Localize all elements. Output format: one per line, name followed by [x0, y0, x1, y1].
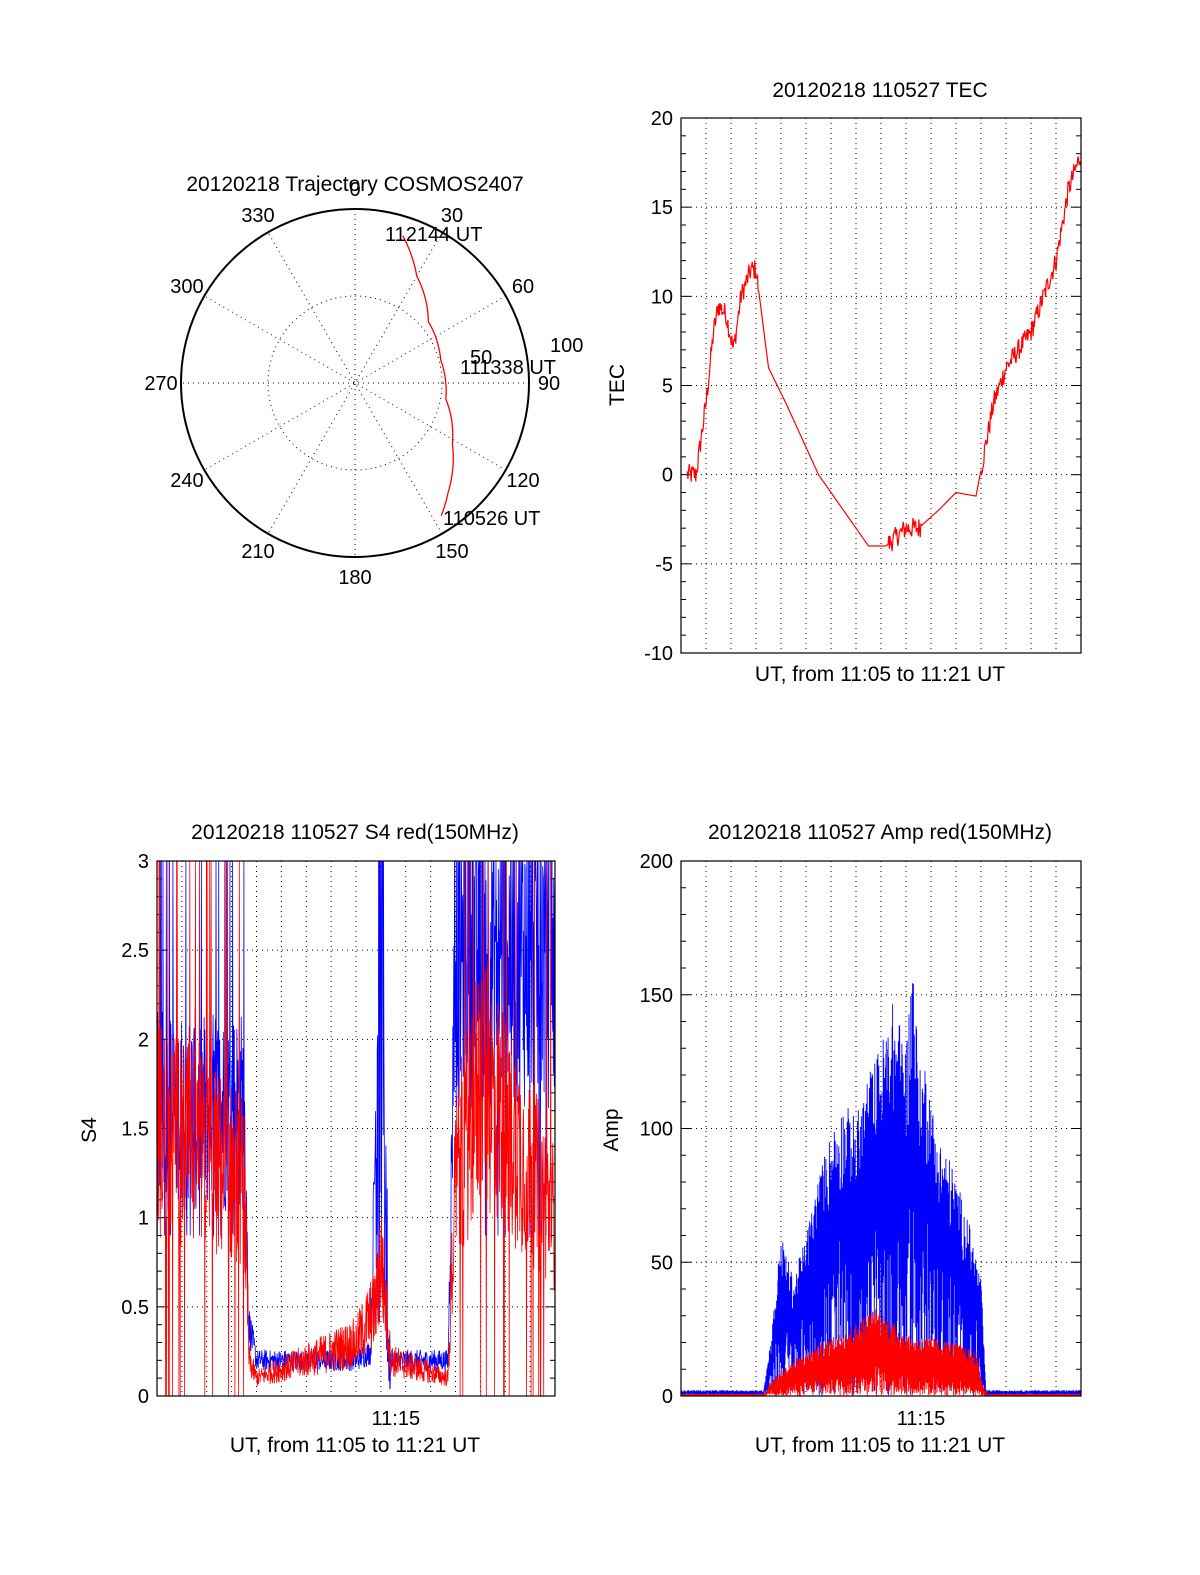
polar-azimuth-labels: 0 30 60 90 120 150 180 210 240 270 300 330 [144, 179, 560, 589]
azimuth-label-270: 270 [144, 373, 177, 395]
ytick-label: 10 [651, 286, 673, 308]
tec-frame [680, 117, 1082, 654]
azimuth-label-90: 90 [538, 373, 560, 395]
ytick-label: 0 [662, 1386, 673, 1408]
ytick-label: 0.5 [121, 1297, 149, 1319]
azimuth-label-330: 330 [241, 205, 274, 227]
ytick-label: 200 [640, 851, 673, 873]
ytick-label: 3 [138, 851, 149, 873]
trajectory-polar-plot: 20120218 Trajectory COSMOS2407 0 30 60 90 12… [144, 173, 583, 589]
s4-ylabel: S4 [78, 1117, 101, 1143]
series-line [680, 1309, 1082, 1396]
amp-xtick-1115: 11:15 [897, 1408, 946, 1430]
ytick-label: 20 [651, 108, 673, 130]
azimuth-label-150: 150 [435, 541, 468, 563]
azimuth-label-120: 120 [506, 470, 539, 492]
amp-series-red [680, 1309, 1082, 1396]
amp-y-ticks: 200 150 100 50 0 [640, 851, 673, 1408]
satellite-track [402, 235, 454, 517]
s4-title: 20120218 110527 S4 red(150MHz) [191, 821, 519, 844]
ytick-label: 5 [662, 376, 673, 398]
s4-y-ticks: 3 2.5 2 1.5 1 0.5 0 [121, 851, 149, 1408]
azimuth-label-0: 0 [349, 179, 360, 201]
polar-inner-ring [267, 295, 443, 471]
amp-panel: 20120218 110527 Amp red(150MHz) 200 150 10… [600, 821, 1082, 1457]
ytick-label: 2 [138, 1029, 149, 1051]
ytick-label: 1.5 [121, 1119, 149, 1141]
ytick-label: 15 [651, 197, 673, 219]
tec-grid [681, 117, 1081, 654]
s4-xlabel: UT, from 11:05 to 11:21 UT [230, 1434, 480, 1457]
polar-spoke [267, 232, 443, 534]
azimuth-label-30: 30 [441, 205, 463, 227]
trajectory-title: 20120218 Trajectory COSMOS2407 [186, 173, 523, 196]
s4-xtick-1115: 11:15 [372, 1408, 421, 1430]
ytick-label: -10 [644, 643, 673, 665]
tec-xlabel: UT, from 11:05 to 11:21 UT [755, 663, 1005, 686]
tec-panel: 20120218 110527 TEC 20 15 10 5 0 -5 -10 TEC UT… [606, 79, 1082, 686]
radius-label-100: 100 [550, 335, 583, 357]
amp-frame [680, 860, 1082, 1397]
amp-title: 20120218 110527 Amp red(150MHz) [708, 821, 1052, 844]
tec-ylabel: TEC [606, 364, 629, 406]
ytick-label: 0 [662, 465, 673, 487]
ytick-label: 150 [640, 985, 673, 1007]
ytick-label: 100 [640, 1119, 673, 1141]
s4-panel: 20120218 110527 S4 red(150MHz) 3 2.5 2 1.5 1… [78, 821, 556, 1457]
azimuth-label-180: 180 [338, 567, 371, 589]
azimuth-label-240: 240 [170, 470, 203, 492]
track-label-end: 112144 UT [385, 224, 482, 246]
ytick-label: 50 [651, 1252, 673, 1274]
track-label-mid: 111338 UT [460, 357, 556, 379]
series-line [156, 860, 556, 1397]
polar-spokes [181, 209, 529, 557]
tec-series-red [686, 156, 1082, 552]
polar-spoke [267, 232, 443, 534]
amp-ylabel: Amp [600, 1108, 623, 1151]
ytick-label: 0 [138, 1386, 149, 1408]
ytick-label: 1 [138, 1208, 149, 1230]
ytick-label: -5 [655, 554, 673, 576]
azimuth-label-60: 60 [512, 276, 534, 298]
tec-y-ticks: 20 15 10 5 0 -5 -10 [644, 108, 673, 665]
radius-label-50: 50 [470, 347, 492, 369]
track-label-start: 110526 UT [443, 508, 540, 530]
s4-frame [156, 860, 556, 1397]
azimuth-label-300: 300 [170, 276, 203, 298]
s4-series-red [156, 860, 556, 1397]
azimuth-label-210: 210 [241, 541, 274, 563]
ytick-label: 2.5 [121, 940, 149, 962]
tec-title: 20120218 110527 TEC [772, 79, 987, 102]
amp-xlabel: UT, from 11:05 to 11:21 UT [755, 1434, 1005, 1457]
